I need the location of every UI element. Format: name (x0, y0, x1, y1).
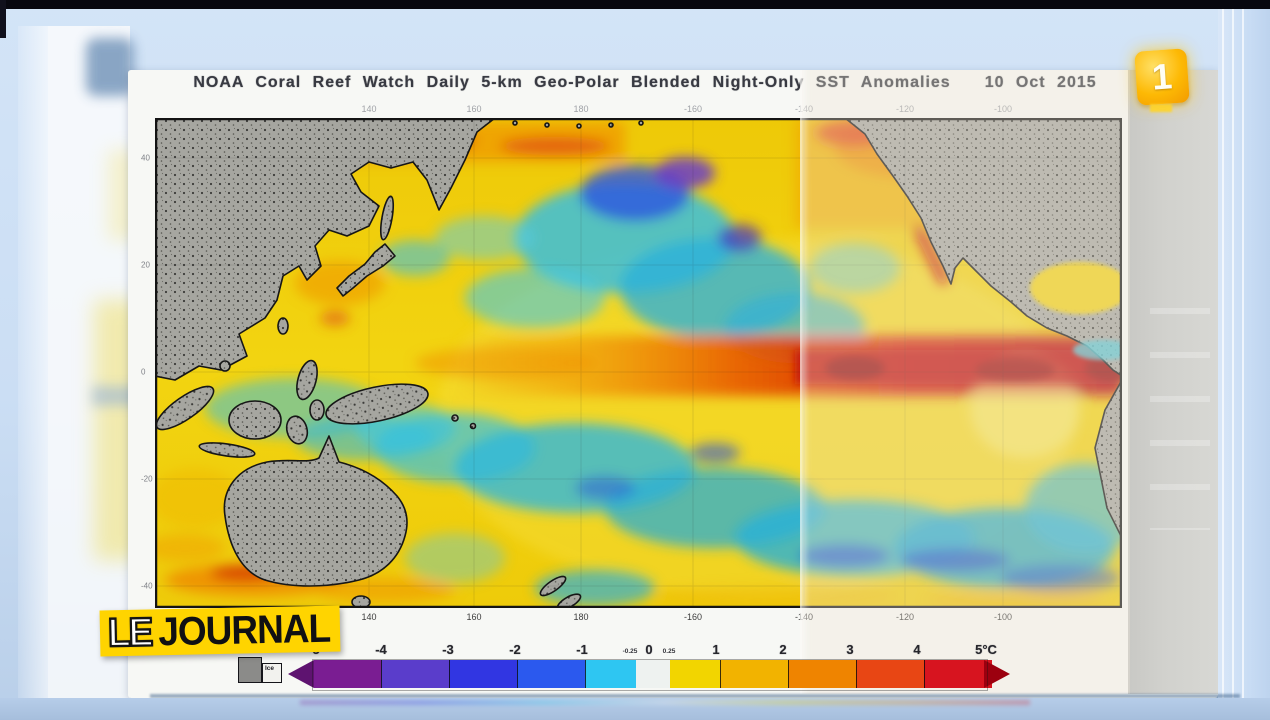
grid-layer (155, 118, 1122, 608)
right-ghost-marks (1150, 270, 1210, 530)
colorbar-segment (517, 660, 585, 688)
colorbar-segment (924, 660, 992, 688)
colorbar-tick: 4 (913, 642, 921, 657)
lon-label: 180 (573, 612, 589, 622)
lat-label: 40 (141, 153, 150, 163)
no-data-swatch (238, 657, 262, 683)
sst-anomaly-map (145, 117, 1145, 611)
lat-label: 20 (141, 260, 150, 270)
left-ghost-strip (18, 26, 48, 698)
lat-label: 0 (141, 367, 146, 377)
lon-label: -100 (993, 104, 1013, 114)
map-date: 10 Oct 2015 (984, 74, 1097, 91)
lon-label: 140 (361, 104, 377, 114)
colorbar-segment (636, 660, 670, 688)
lon-label: 180 (573, 104, 589, 114)
map-title-text: NOAA Coral Reef Watch Daily 5-km Geo-Pol… (193, 74, 951, 91)
ice-swatch (262, 663, 282, 683)
lon-label: -140 (794, 104, 814, 114)
program-logo-journal: JOURNAL (157, 606, 331, 654)
map-title: NOAA Coral Reef Watch Daily 5-km Geo-Pol… (170, 74, 1120, 92)
colorbar-tick: -3 (442, 642, 454, 657)
lon-label: -160 (683, 612, 703, 622)
left-ghost-blob (86, 38, 134, 96)
colorbar-segment (585, 660, 636, 688)
gulf-water (1030, 262, 1133, 360)
colorbar-tick: -2 (509, 642, 521, 657)
program-logo-le-journal: LE JOURNAL (99, 605, 341, 657)
colorbar-segment (449, 660, 517, 688)
equator-core (795, 350, 1135, 384)
top-black-bar (0, 0, 1270, 9)
colorbar-right-arrow (984, 660, 1010, 688)
colorbar-tick: -4 (375, 642, 387, 657)
bottom-fade (0, 698, 1270, 720)
map-border (154, 117, 1123, 609)
colorbar-tick: 3 (846, 642, 854, 657)
colorbar-segment (670, 660, 720, 688)
program-logo-le: LE (106, 609, 152, 656)
lon-label: 160 (466, 612, 482, 622)
channel-logo: 1 (1134, 48, 1190, 106)
colorbar-legend: No Data Ice (236, 648, 288, 690)
lon-label: -120 (895, 104, 915, 114)
colorbar-body (314, 660, 992, 688)
right-ghost-panel (1128, 70, 1218, 694)
land-layer (154, 117, 1123, 611)
colorbar-segment (314, 660, 381, 688)
colorbar-segment (856, 660, 924, 688)
lon-label: 160 (466, 104, 482, 114)
colorbar-tick: -1 (576, 642, 588, 657)
lat-label: -20 (141, 474, 153, 484)
colorbar-left-arrow (288, 660, 314, 688)
colorbar-reflection (300, 700, 1030, 705)
longitude-labels-bottom: 140 160 180 -160 -140 -120 -100 (155, 612, 1122, 624)
lat-label: -40 (141, 581, 153, 591)
lon-label: -160 (683, 104, 703, 114)
colorbar-segment (720, 660, 788, 688)
sst-map-svg (145, 117, 1145, 611)
anomaly-colorbar: -5 -4 -3 -2 -1 0 1 2 3 4 5°C -0.25 0.25 (288, 642, 1044, 691)
longitude-labels-top: 140 160 180 -160 -140 -120 -100 (155, 104, 1122, 116)
colorbar-minor-tick: 0.25 (662, 648, 676, 655)
colorbar-segment (381, 660, 449, 688)
colorbar-segment (788, 660, 856, 688)
ice-label: Ice (265, 665, 275, 672)
colorbar-tick: 1 (712, 642, 720, 657)
colorbar-minor-tick: -0.25 (622, 648, 638, 655)
colorbar-tick: 5°C (975, 642, 997, 657)
card-bottom-shadow (150, 694, 1240, 698)
right-strip-lines (1222, 9, 1252, 720)
lon-label: 140 (361, 612, 377, 622)
overlay-wash (800, 70, 1130, 694)
colorbar-tick: 0 (645, 642, 653, 657)
lon-label: -100 (993, 612, 1013, 622)
top-left-corner (0, 0, 6, 38)
colorbar-tick: 2 (779, 642, 787, 657)
channel-logo-tab (1150, 104, 1172, 112)
lon-label: -120 (895, 612, 915, 622)
channel-logo-1: 1 (1150, 55, 1174, 98)
lon-label: -140 (794, 612, 814, 622)
